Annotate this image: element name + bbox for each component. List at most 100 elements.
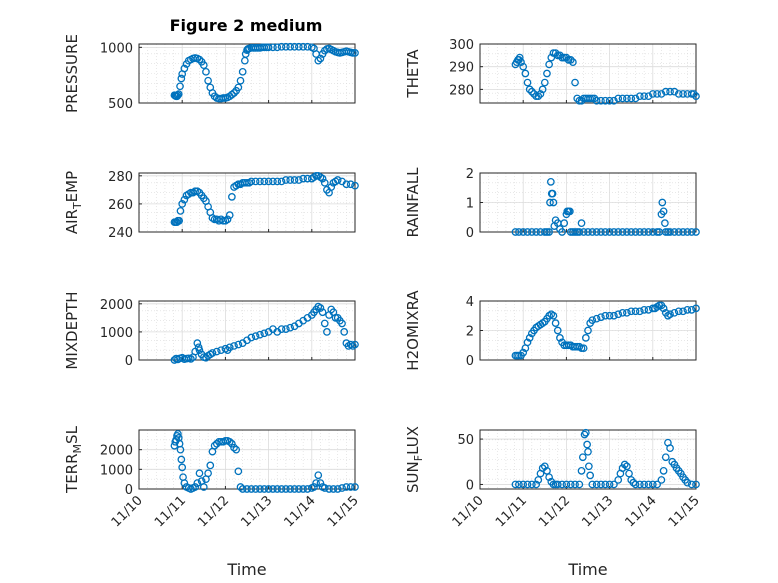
data-point (273, 43, 282, 52)
data-point (251, 485, 260, 493)
y-tick-label: 0 (125, 354, 133, 369)
data-point (597, 228, 605, 236)
data-point (173, 92, 181, 101)
data-point (282, 42, 290, 51)
data-point (571, 228, 579, 236)
y-tick-label: 0 (466, 354, 474, 369)
y-axis-label: TERRMSL (63, 425, 84, 494)
y-axis-label: AIRTEMP (63, 171, 84, 234)
data-point (256, 177, 264, 186)
data-point (692, 304, 700, 313)
data-point (525, 334, 534, 342)
data-point (208, 349, 217, 357)
y-tick-label: 240 (108, 226, 133, 241)
data-point (290, 176, 299, 184)
data-point (605, 96, 614, 105)
data-point (545, 228, 553, 236)
data-point (564, 56, 573, 64)
axes-box (479, 43, 697, 104)
data-point (610, 480, 618, 489)
data-point (584, 228, 592, 236)
data-point (687, 90, 696, 98)
data-point (653, 480, 661, 489)
data-point (286, 485, 295, 493)
data-point (176, 207, 185, 215)
data-point (176, 82, 184, 91)
data-point (575, 480, 584, 489)
y-tick-label: 0 (125, 483, 133, 498)
data-point (178, 200, 187, 208)
data-point (558, 53, 566, 62)
data-point (549, 49, 558, 57)
data-point (618, 94, 627, 103)
data-point (243, 485, 251, 493)
data-point (525, 85, 534, 94)
data-point (584, 326, 592, 335)
data-point (340, 328, 349, 336)
data-point (640, 92, 649, 101)
data-point (517, 58, 525, 67)
data-point (290, 42, 299, 51)
data-point (282, 176, 290, 184)
data-point (294, 176, 303, 184)
data-point (581, 334, 590, 342)
data-point (236, 76, 245, 85)
data-point (659, 207, 668, 216)
data-point (597, 96, 605, 105)
data-point (342, 180, 351, 189)
data-point (623, 308, 631, 317)
data-point (618, 228, 627, 236)
data-point (546, 198, 554, 207)
data-point (210, 92, 219, 101)
data-point (193, 339, 202, 347)
y-tick-label: 50 (457, 433, 474, 448)
data-point (583, 440, 591, 449)
data-point (657, 476, 666, 484)
data-point (256, 485, 264, 493)
data-point (601, 480, 610, 489)
data-point (230, 443, 238, 452)
data-point (314, 471, 323, 480)
data-point (247, 333, 256, 342)
data-point (191, 187, 200, 196)
data-point (670, 87, 679, 96)
data-point (586, 471, 595, 480)
y-tick-label: 2000 (100, 298, 133, 313)
data-point (560, 53, 569, 62)
data-point (601, 311, 610, 320)
data-point (661, 87, 670, 96)
axes-box (479, 172, 697, 233)
data-point (657, 90, 666, 98)
y-tick-label: 4 (466, 295, 474, 310)
figure-title: Figure 2 medium (170, 16, 323, 35)
data-point (558, 480, 566, 489)
data-point (627, 228, 636, 236)
data-point (316, 479, 325, 487)
data-point (346, 180, 355, 189)
data-point (277, 485, 286, 493)
data-point (571, 78, 579, 87)
data-point (551, 319, 560, 327)
data-point (644, 92, 653, 101)
y-axis-label: H2OMIXRA (404, 290, 422, 371)
data-point (351, 340, 359, 349)
data-point (610, 311, 618, 320)
data-point (320, 319, 329, 328)
data-point (661, 228, 670, 236)
data-point (251, 332, 260, 340)
y-tick-label: 1000 (100, 463, 133, 478)
y-tick-label: 0 (466, 226, 474, 241)
data-point (230, 89, 238, 97)
data-point (588, 94, 597, 103)
y-tick-label: 2000 (100, 444, 133, 459)
data-point (338, 319, 346, 328)
data-point (511, 480, 520, 489)
data-point (238, 485, 247, 493)
data-point (299, 485, 308, 493)
data-point (202, 67, 210, 76)
y-tick-label: 2 (466, 325, 474, 340)
data-point (575, 96, 584, 105)
data-point (320, 178, 329, 187)
data-point (225, 211, 234, 219)
